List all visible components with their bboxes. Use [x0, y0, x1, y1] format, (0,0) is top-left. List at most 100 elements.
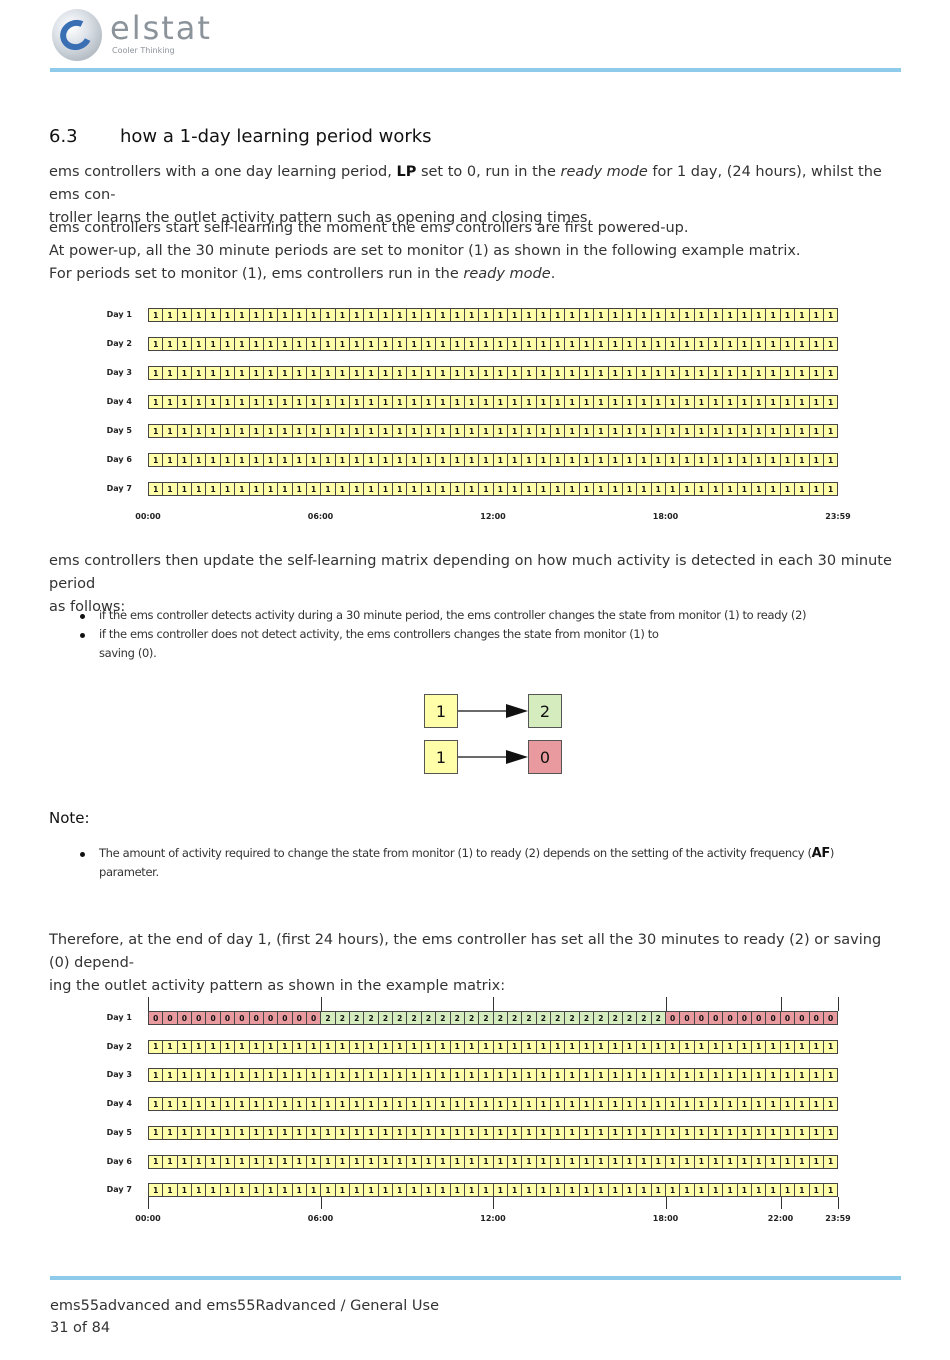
- period-cell: 1: [177, 309, 193, 321]
- period-cell: 2: [436, 1012, 451, 1024]
- period-cell: 1: [752, 454, 767, 466]
- period-cell: 1: [278, 1040, 293, 1053]
- period-cell: 1: [723, 1098, 738, 1111]
- period-cell: 1: [421, 1184, 437, 1197]
- period-cell: 1: [278, 309, 293, 321]
- period-cell: 1: [637, 309, 652, 321]
- time-tick: [665, 1197, 667, 1210]
- period-cell: 1: [522, 425, 537, 437]
- period-cell: 1: [149, 309, 164, 321]
- period-cell: 1: [809, 1040, 824, 1053]
- period-cell: 1: [321, 1184, 336, 1197]
- period-cell: 1: [292, 483, 307, 495]
- period-cell: 1: [766, 1126, 781, 1139]
- period-cell: 0: [263, 1012, 279, 1024]
- period-cell: 2: [622, 1012, 638, 1024]
- period-cell: 2: [579, 1012, 595, 1024]
- period-cell: 1: [579, 1126, 595, 1139]
- period-cell: 1: [393, 1126, 408, 1139]
- period-cell: 1: [507, 1040, 523, 1053]
- period-cell: 1: [206, 367, 221, 379]
- period-cell: 1: [220, 338, 236, 350]
- period-cell: 0: [235, 1012, 250, 1024]
- period-cell: 1: [493, 309, 508, 321]
- period-cell: 1: [407, 338, 422, 350]
- period-cell: 1: [780, 1126, 796, 1139]
- period-cell: 1: [766, 1098, 781, 1111]
- period-cell: 1: [651, 1184, 666, 1197]
- day-label: Day 7: [106, 1185, 132, 1195]
- period-cell: 1: [809, 309, 824, 321]
- period-cell: 1: [709, 1126, 724, 1139]
- period-cell: 2: [378, 1012, 394, 1024]
- period-cell: 1: [177, 1098, 193, 1111]
- period-cell: 1: [163, 1126, 178, 1139]
- period-cell: 1: [149, 425, 164, 437]
- period-cell: 1: [364, 367, 379, 379]
- period-cell: 1: [235, 1069, 250, 1082]
- period-cell: 1: [206, 396, 221, 408]
- period-cell: 2: [637, 1012, 652, 1024]
- para2-line2: At power-up, all the 30 minute periods a…: [49, 243, 801, 259]
- period-cell: 1: [493, 1126, 508, 1139]
- period-cell: 1: [149, 367, 164, 379]
- period-cell: 1: [149, 454, 164, 466]
- period-cell: 1: [436, 1126, 451, 1139]
- period-cell: 1: [723, 425, 738, 437]
- day-label: Day 2: [106, 339, 132, 348]
- period-cell: 1: [235, 309, 250, 321]
- period-cell: 1: [536, 1126, 552, 1139]
- period-cell: 1: [565, 1126, 580, 1139]
- period-cell: 1: [766, 454, 781, 466]
- period-cell: 1: [163, 1155, 178, 1168]
- period-cell: 1: [163, 367, 178, 379]
- period-cell: 1: [292, 367, 307, 379]
- period-cell: 1: [752, 1155, 767, 1168]
- period-cell: 1: [378, 1126, 394, 1139]
- period-cell: 1: [780, 1069, 796, 1082]
- period-cell: 1: [378, 396, 394, 408]
- period-cell: 1: [752, 1126, 767, 1139]
- period-cell: 1: [479, 1126, 494, 1139]
- period-cell: 1: [723, 1184, 738, 1197]
- period-cell: 1: [594, 1126, 609, 1139]
- period-cell: 1: [709, 454, 724, 466]
- period-cell: 0: [766, 1012, 781, 1024]
- period-cell: 1: [464, 1069, 480, 1082]
- para1-text-c: for 1 day, (24 hours), whilst the ems co…: [49, 164, 882, 203]
- period-cell: 1: [464, 396, 480, 408]
- period-cell: 2: [493, 1012, 508, 1024]
- period-cell: 1: [407, 367, 422, 379]
- period-cell: 1: [278, 338, 293, 350]
- period-cell: 1: [421, 454, 437, 466]
- period-cell: 1: [594, 396, 609, 408]
- state-box-ready: 2: [528, 694, 562, 728]
- period-cell: 1: [665, 1040, 681, 1053]
- period-cell: 1: [780, 1184, 796, 1197]
- period-cell: 1: [378, 1040, 394, 1053]
- period-cell: 1: [823, 309, 838, 321]
- period-cell: 1: [292, 425, 307, 437]
- period-cell: 1: [335, 1098, 351, 1111]
- period-cell: 1: [436, 1069, 451, 1082]
- period-cell: 1: [622, 367, 638, 379]
- period-cell: 1: [350, 1069, 365, 1082]
- period-cell: 1: [206, 1155, 221, 1168]
- period-cell: 1: [637, 396, 652, 408]
- period-cell: 1: [709, 338, 724, 350]
- period-cell: 1: [436, 1098, 451, 1111]
- footer-rule: [50, 1276, 901, 1280]
- period-cell: 1: [292, 1184, 307, 1197]
- period-cell: 1: [350, 1040, 365, 1053]
- period-cell: 1: [192, 1184, 207, 1197]
- period-cell: 1: [493, 483, 508, 495]
- period-cell: 1: [608, 454, 623, 466]
- period-cell: 1: [665, 483, 681, 495]
- period-cell: 1: [680, 425, 695, 437]
- period-cell: 1: [263, 1040, 279, 1053]
- period-cell: 1: [163, 1098, 178, 1111]
- period-cell: 1: [780, 483, 796, 495]
- period-cell: 1: [507, 454, 523, 466]
- period-cell: 1: [737, 367, 753, 379]
